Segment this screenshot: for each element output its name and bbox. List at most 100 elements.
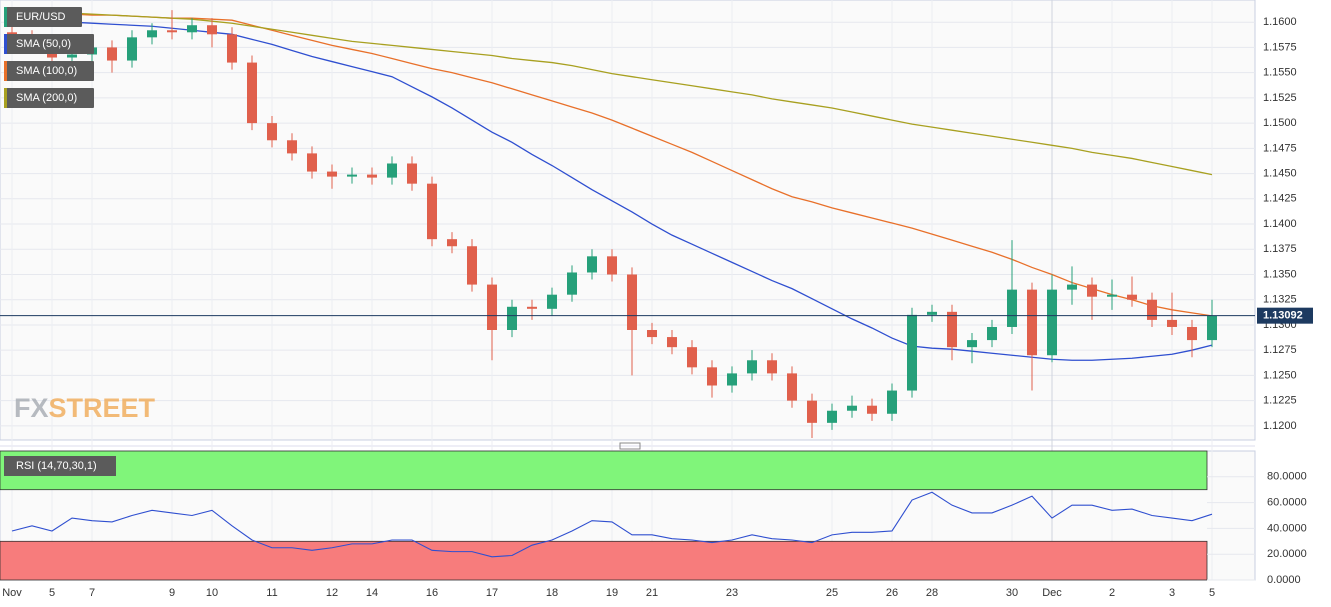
legend-swatch bbox=[4, 88, 7, 108]
x-tick-label: 12 bbox=[326, 587, 338, 599]
candle-body bbox=[127, 37, 137, 61]
candle-body bbox=[1007, 289, 1017, 327]
y-tick-label: 40.0000 bbox=[1267, 522, 1307, 534]
y-tick-label: 1.1325 bbox=[1263, 294, 1297, 306]
candle-body bbox=[847, 405, 857, 411]
candle-body bbox=[1167, 319, 1177, 327]
candle-body bbox=[407, 163, 417, 184]
rsi-zone bbox=[0, 540, 1208, 581]
candle-body bbox=[167, 30, 177, 33]
x-tick-label: Dec bbox=[1042, 587, 1062, 599]
y-tick-label: 1.1375 bbox=[1263, 243, 1297, 255]
candle-body bbox=[507, 306, 517, 330]
candle-body bbox=[727, 373, 737, 386]
legend-label: EUR/USD bbox=[16, 11, 66, 23]
legend-swatch bbox=[4, 7, 7, 27]
last-price-label: 1.13092 bbox=[1263, 310, 1303, 322]
candle-body bbox=[187, 25, 197, 33]
brand-part: FX bbox=[14, 393, 49, 423]
candle-body bbox=[447, 239, 457, 247]
candle-body bbox=[807, 400, 817, 423]
candle-body bbox=[907, 314, 917, 391]
legend-label: SMA (100,0) bbox=[16, 65, 77, 77]
candle-body bbox=[207, 25, 217, 35]
legend-box bbox=[4, 61, 94, 81]
x-tick-label: 16 bbox=[426, 587, 438, 599]
price-panel bbox=[0, 0, 1256, 441]
candle-body bbox=[607, 256, 617, 275]
candle-body bbox=[787, 373, 797, 401]
x-tick-label: 25 bbox=[826, 587, 838, 599]
y-tick-label: 1.1600 bbox=[1263, 16, 1297, 28]
candle-body bbox=[1147, 299, 1157, 320]
x-tick-label: 5 bbox=[1209, 587, 1215, 599]
candle-body bbox=[1027, 289, 1037, 356]
candle-body bbox=[1127, 294, 1137, 300]
candle-body bbox=[387, 163, 397, 178]
y-tick-label: 1.1200 bbox=[1263, 420, 1297, 432]
legend-box bbox=[4, 88, 94, 108]
y-tick-label: 0.0000 bbox=[1267, 574, 1301, 586]
candle-body bbox=[567, 272, 577, 295]
candle-body bbox=[147, 30, 157, 38]
legend-box bbox=[4, 456, 116, 476]
legend-label: RSI (14,70,30,1) bbox=[16, 460, 97, 472]
candle-body bbox=[827, 410, 837, 423]
y-tick-label: 1.1400 bbox=[1263, 218, 1297, 230]
y-tick-label: 20.0000 bbox=[1267, 548, 1307, 560]
resize-handle[interactable] bbox=[619, 442, 641, 450]
y-tick-label: 1.1475 bbox=[1263, 142, 1297, 154]
x-tick-label: 21 bbox=[646, 587, 658, 599]
brand-logo: FXSTREET bbox=[14, 393, 156, 423]
candle-body bbox=[247, 62, 257, 124]
candle-body bbox=[1187, 326, 1197, 341]
legend-swatch bbox=[4, 61, 7, 81]
legend-swatch bbox=[4, 34, 7, 54]
y-tick-label: 1.1525 bbox=[1263, 92, 1297, 104]
y-tick-label: 1.1550 bbox=[1263, 67, 1297, 79]
candle-body bbox=[1067, 284, 1077, 290]
candle-body bbox=[707, 367, 717, 386]
y-tick-label: 1.1425 bbox=[1263, 193, 1297, 205]
y-tick-label: 1.1275 bbox=[1263, 344, 1297, 356]
x-tick-label: 9 bbox=[169, 587, 175, 599]
y-tick-label: 80.0000 bbox=[1267, 471, 1307, 483]
candle-body bbox=[427, 183, 437, 240]
x-tick-label: 19 bbox=[606, 587, 618, 599]
y-tick-label: 1.1500 bbox=[1263, 117, 1297, 129]
brand-part: STREET bbox=[49, 393, 156, 423]
candle-body bbox=[1207, 315, 1217, 341]
rsi-zone bbox=[0, 450, 1208, 491]
y-tick-label: 60.0000 bbox=[1267, 497, 1307, 509]
x-tick-label: 11 bbox=[266, 587, 277, 599]
x-tick-label: 7 bbox=[89, 587, 95, 599]
candle-body bbox=[667, 337, 677, 348]
candle-body bbox=[927, 311, 937, 315]
x-tick-label: 28 bbox=[926, 587, 938, 599]
candle-body bbox=[527, 306, 537, 309]
candle-body bbox=[107, 47, 117, 61]
candle-body bbox=[647, 330, 657, 338]
candle-body bbox=[487, 284, 497, 330]
candle-body bbox=[1107, 294, 1117, 297]
x-tick-label: 5 bbox=[49, 587, 55, 599]
rsi-line bbox=[11, 491, 1213, 558]
candle-body bbox=[1047, 289, 1057, 356]
legend-box bbox=[4, 34, 94, 54]
candle-body bbox=[227, 34, 237, 63]
candle-body bbox=[307, 153, 317, 172]
x-tick-label: 2 bbox=[1109, 587, 1115, 599]
candle-body bbox=[587, 256, 597, 273]
candle-body bbox=[67, 54, 77, 58]
candle-body bbox=[287, 140, 297, 154]
candle-body bbox=[967, 340, 977, 348]
legend-box bbox=[4, 7, 82, 27]
x-tick-label: 14 bbox=[366, 587, 378, 599]
last-price-box bbox=[1257, 307, 1313, 324]
candle-body bbox=[887, 390, 897, 414]
x-tick-label: 10 bbox=[206, 587, 218, 599]
x-tick-label: 3 bbox=[1169, 587, 1175, 599]
candle-body bbox=[327, 171, 337, 177]
